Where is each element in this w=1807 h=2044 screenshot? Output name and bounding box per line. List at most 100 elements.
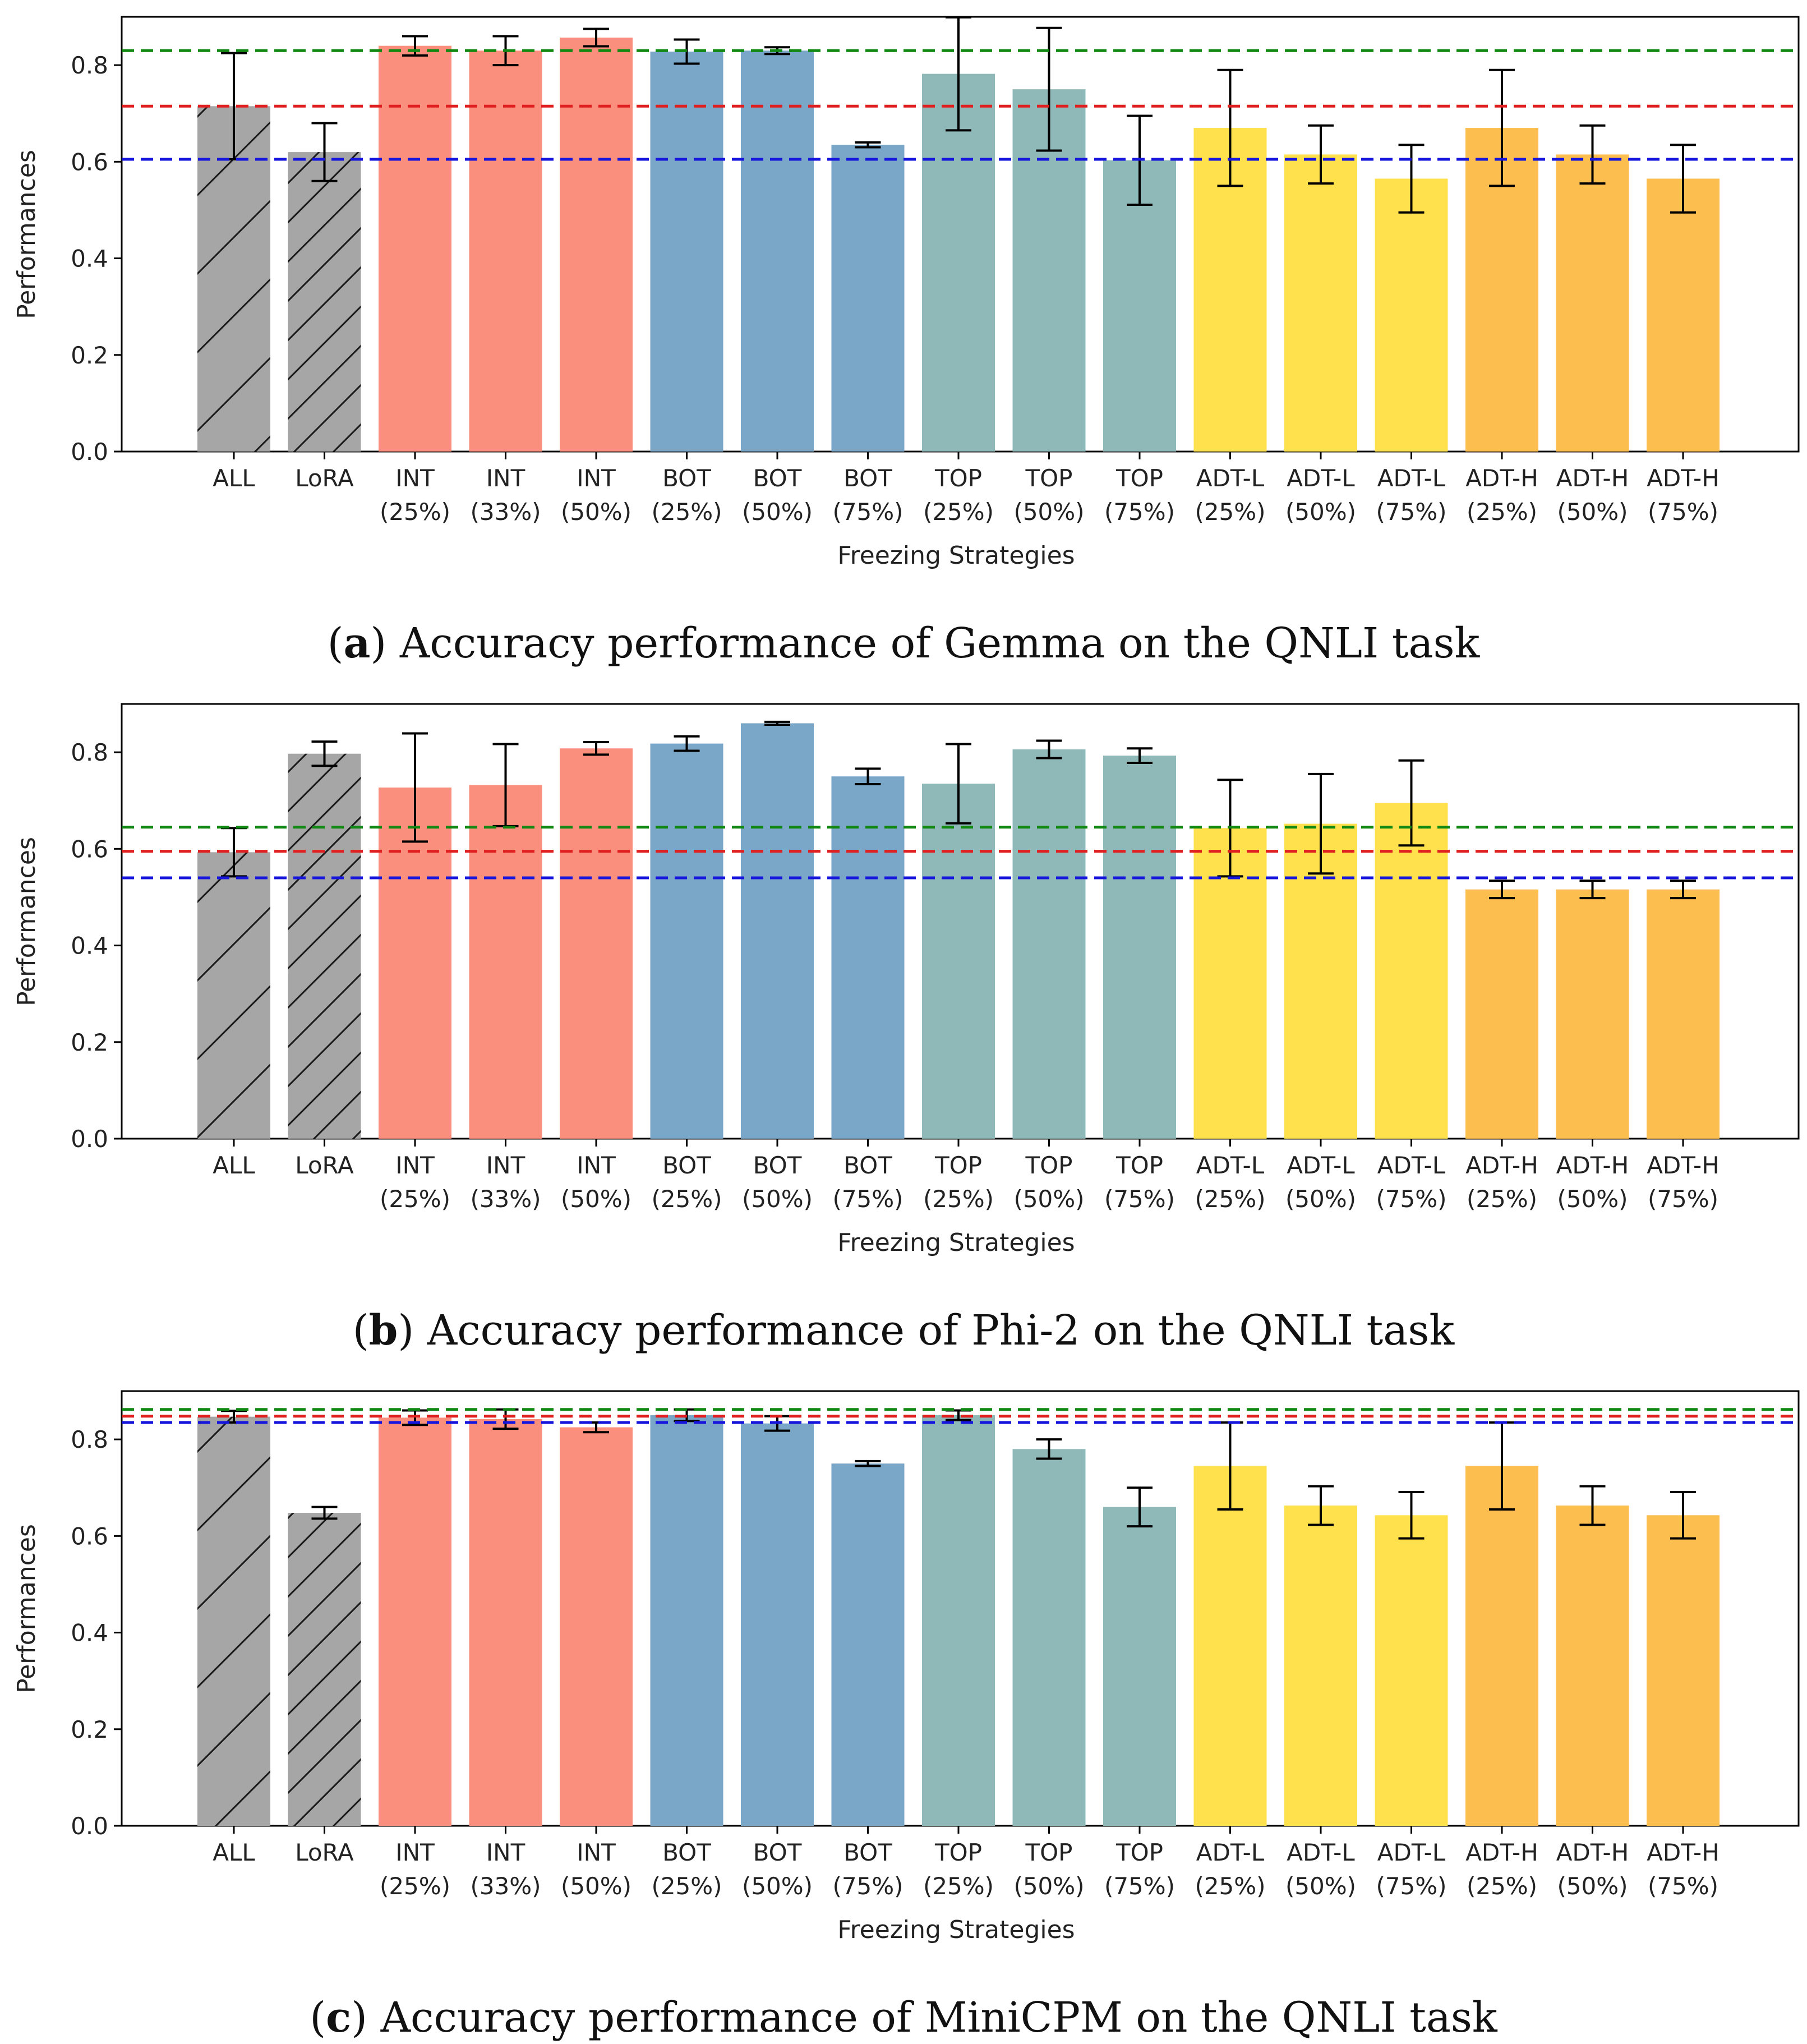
x-tick-label: INT — [395, 1152, 435, 1179]
y-axis-title: Performances — [12, 837, 41, 1006]
x-tick-sublabel: (25%) — [1195, 1872, 1265, 1900]
x-tick-label: INT — [486, 464, 525, 492]
x-tick-label: LoRA — [295, 464, 354, 492]
bar — [650, 1415, 723, 1826]
x-tick-label: ADT-L — [1377, 1839, 1446, 1866]
x-tick-label: ALL — [213, 464, 255, 492]
caption-text: Accuracy performance of Phi-2 on the QNL… — [427, 1306, 1455, 1355]
bar — [922, 73, 995, 452]
x-tick-sublabel: (75%) — [1104, 1185, 1175, 1213]
x-tick-label: INT — [486, 1152, 525, 1179]
x-tick-label: INT — [486, 1839, 525, 1866]
caption-letter: a — [343, 619, 370, 667]
bar — [1012, 749, 1086, 1139]
y-tick-label: 0.8 — [71, 739, 108, 766]
caption-letter: c — [326, 1994, 351, 2042]
x-tick-label: TOP — [1025, 464, 1072, 492]
bar — [1556, 889, 1629, 1139]
x-tick-label: ADT-L — [1287, 1839, 1355, 1866]
x-tick-sublabel: (33%) — [470, 1185, 541, 1213]
y-axis: 0.0 0.2 0.4 0.6 0.8 — [71, 52, 122, 466]
y-tick-label: 0.6 — [71, 148, 108, 176]
x-tick-label: INT — [577, 1152, 616, 1179]
x-tick-label: TOP — [934, 1839, 982, 1866]
x-tick-label: INT — [577, 1839, 616, 1866]
bar — [1103, 1507, 1176, 1826]
x-tick-label: ADT-H — [1465, 1152, 1538, 1179]
x-axis: ALL LoRA INT (25%) INT (33%) INT (50%) BOT (25%) B… — [213, 452, 1720, 526]
x-tick-label: ADT-L — [1196, 1839, 1265, 1866]
x-tick-label: ADT-H — [1556, 1152, 1629, 1179]
y-axis: 0.0 0.2 0.4 0.6 0.8 — [71, 739, 122, 1153]
x-tick-label: BOT — [662, 1152, 711, 1179]
bar — [469, 785, 542, 1139]
x-tick-label: BOT — [662, 464, 711, 492]
x-tick-sublabel: (25%) — [1467, 1185, 1537, 1213]
x-tick-label: LoRA — [295, 1839, 354, 1866]
bar — [1193, 828, 1267, 1139]
bar — [1103, 756, 1176, 1139]
bar — [1647, 1515, 1720, 1826]
x-axis-title: Freezing Strategies — [837, 1916, 1075, 1944]
x-tick-sublabel: (75%) — [1376, 1872, 1446, 1900]
x-tick-sublabel: (75%) — [832, 1872, 903, 1900]
bar — [831, 145, 905, 452]
x-tick-label: ADT-H — [1465, 1839, 1538, 1866]
x-tick-label: BOT — [843, 1839, 892, 1866]
x-tick-label: ADT-L — [1287, 1152, 1355, 1179]
x-tick-label: ADT-H — [1647, 1152, 1720, 1179]
x-tick-label: TOP — [1115, 1152, 1163, 1179]
y-tick-label: 0.2 — [71, 1029, 108, 1056]
bar — [197, 852, 270, 1139]
panel-caption: (c) Accuracy performance of MiniCPM on t… — [310, 1994, 1498, 2042]
x-tick-label: ADT-L — [1196, 1152, 1265, 1179]
bar — [197, 1416, 270, 1826]
bars — [197, 1415, 1720, 1826]
bar — [379, 45, 451, 452]
panel-a: 0.0 0.2 0.4 0.6 0.8 ALL LoRA INT (25%) INT (33%) I… — [12, 16, 1800, 667]
bar — [1103, 160, 1176, 452]
x-tick-label: TOP — [1025, 1152, 1072, 1179]
x-tick-sublabel: (75%) — [832, 498, 903, 526]
y-tick-label: 0.4 — [71, 1619, 108, 1647]
x-tick-sublabel: (75%) — [1648, 1872, 1718, 1900]
bar — [1465, 889, 1538, 1139]
bar — [831, 1463, 905, 1826]
caption-text: Accuracy performance of MiniCPM on the Q… — [380, 1994, 1498, 2042]
bar — [379, 1417, 451, 1826]
y-tick-label: 0.4 — [71, 932, 108, 960]
x-tick-sublabel: (50%) — [561, 498, 631, 526]
bar — [288, 753, 361, 1139]
x-tick-sublabel: (75%) — [1648, 498, 1718, 526]
bar — [469, 50, 542, 452]
bar — [1193, 1466, 1267, 1826]
x-tick-label: TOP — [934, 464, 982, 492]
y-tick-label: 0.8 — [71, 1426, 108, 1453]
x-tick-sublabel: (75%) — [1104, 1872, 1175, 1900]
x-tick-sublabel: (25%) — [1195, 498, 1265, 526]
x-tick-sublabel: (50%) — [742, 1872, 813, 1900]
bar — [1556, 1506, 1629, 1826]
x-tick-sublabel: (25%) — [923, 1185, 994, 1213]
x-tick-sublabel: (50%) — [561, 1872, 631, 1900]
bar — [1375, 178, 1448, 452]
x-tick-label: LoRA — [295, 1152, 354, 1179]
x-tick-sublabel: (50%) — [1013, 498, 1084, 526]
x-tick-sublabel: (50%) — [1285, 1872, 1356, 1900]
x-axis: ALL LoRA INT (25%) INT (33%) INT (50%) BOT (25%) B… — [213, 1139, 1720, 1213]
bar — [1012, 1449, 1086, 1826]
x-tick-sublabel: (25%) — [1467, 1872, 1537, 1900]
x-tick-sublabel: (25%) — [1195, 1185, 1265, 1213]
bar — [560, 1427, 633, 1826]
bar — [922, 784, 995, 1139]
y-tick-label: 0.2 — [71, 342, 108, 369]
bar — [1375, 1515, 1448, 1826]
x-axis-title: Freezing Strategies — [837, 541, 1075, 570]
x-tick-label: BOT — [843, 1152, 892, 1179]
x-tick-label: BOT — [843, 464, 892, 492]
x-tick-label: TOP — [934, 1152, 982, 1179]
bar — [1284, 823, 1357, 1139]
bar — [1556, 154, 1629, 452]
x-tick-sublabel: (25%) — [1467, 498, 1537, 526]
x-tick-sublabel: (50%) — [1557, 498, 1628, 526]
